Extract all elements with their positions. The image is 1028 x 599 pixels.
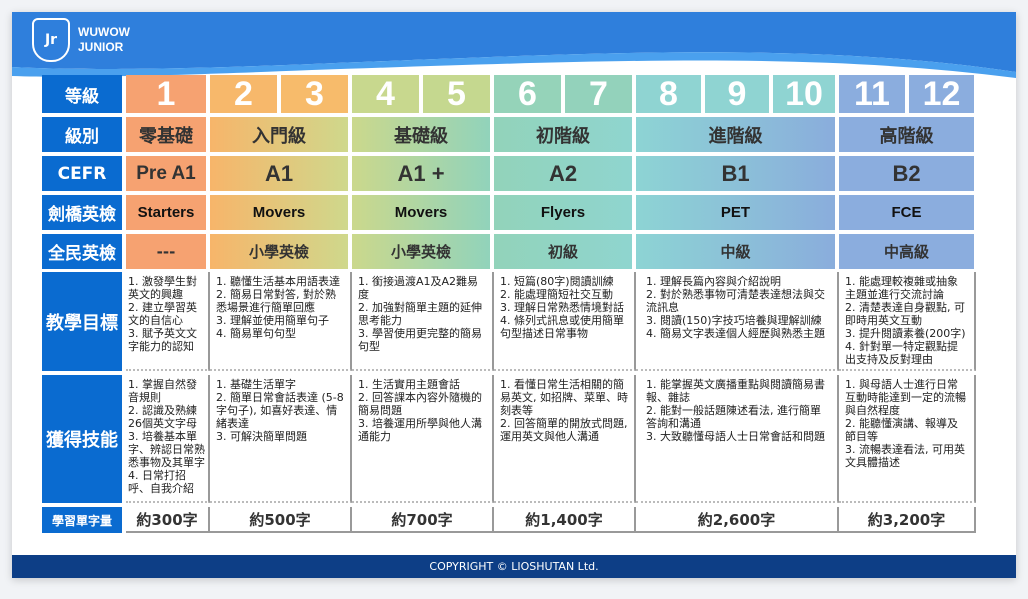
skills-cell: 1. 生活實用主題會話 2. 回答課本內容外隨機的簡易問題 3. 培養運用所學與…: [352, 375, 494, 503]
cambridge-cell: Flyers: [494, 195, 632, 230]
tier-cell: 進階級: [636, 117, 835, 152]
skills-cell: 1. 掌握自然發音規則 2. 認識及熟練26個英文字母 3. 培養基本單字、辨認…: [126, 375, 210, 503]
cefr-cell: A1 +: [352, 156, 490, 191]
cefr-cell: A2: [494, 156, 632, 191]
brand-line2: JUNIOR: [78, 40, 124, 54]
word-count-cell: 約700字: [352, 507, 494, 533]
goals-cell: 1. 短篇(80字)閱讀訓練 2. 能處理簡短社交互動 3. 理解日常熟悉情境對…: [494, 272, 636, 371]
tier-cell: 初階級: [494, 117, 632, 152]
level-8: 8: [636, 75, 701, 113]
level-3: 3: [281, 75, 348, 113]
shield-logo-icon: Jr: [32, 18, 70, 62]
gept-cell: 初級: [494, 234, 632, 269]
cambridge-cell: Movers: [210, 195, 348, 230]
cambridge-cell: PET: [636, 195, 835, 230]
footer-copyright: COPYRIGHT © LIOSHUTAN Ltd.: [12, 555, 1016, 578]
slide: Jr WUWOW JUNIOR 等級 1 2 3 4 5 6 7 8 9 10 1…: [12, 12, 1016, 578]
goals-cell: 1. 理解長篇內容與介紹說明 2. 對於熟悉事物可清楚表達想法與交流訊息 3. …: [636, 272, 839, 371]
gept-cell: ---: [126, 234, 206, 269]
logo: Jr WUWOW JUNIOR: [32, 18, 130, 62]
level-12: 12: [909, 75, 974, 113]
gept-cell: 中級: [636, 234, 835, 269]
word-count-cell: 約3,200字: [839, 507, 976, 533]
row-label-cefr: CEFR: [42, 156, 122, 191]
level-table: 等級 1 2 3 4 5 6 7 8 9 10 11 12: [42, 75, 974, 113]
cefr-cell: B1: [636, 156, 835, 191]
skills-cell: 1. 看懂日常生活相關的簡易英文, 如招牌、菜單、時刻表等 2. 回答簡單的開放…: [494, 375, 636, 503]
level-7: 7: [565, 75, 632, 113]
level-2: 2: [210, 75, 277, 113]
goals-cell: 1. 激發學生對英文的興趣 2. 建立學習英文的自信心 3. 賦予英文文字能力的…: [126, 272, 210, 371]
row-label-tier: 級別: [42, 117, 122, 152]
level-table-details: 教學目標 1. 激發學生對英文的興趣 2. 建立學習英文的自信心 3. 賦予英文…: [42, 272, 976, 533]
cambridge-cell: Movers: [352, 195, 490, 230]
gept-cell: 小學英檢: [210, 234, 348, 269]
tier-cell: 高階級: [839, 117, 974, 152]
level-1: 1: [126, 75, 206, 113]
word-count-cell: 約300字: [126, 507, 210, 533]
cambridge-cell: Starters: [126, 195, 206, 230]
goals-cell: 1. 聽懂生活基本用語表達 2. 簡易日常對答, 對於熟悉場景進行簡單回應 3.…: [210, 272, 352, 371]
row-label-gept: 全民英檢: [42, 234, 122, 269]
level-9: 9: [705, 75, 769, 113]
row-label-level: 等級: [42, 75, 122, 113]
gept-cell: 中高級: [839, 234, 974, 269]
level-4: 4: [352, 75, 419, 113]
skills-cell: 1. 與母語人士進行日常互動時能達到一定的流暢與自然程度 2. 能聽懂演講、報導…: [839, 375, 976, 503]
cefr-cell: B2: [839, 156, 974, 191]
word-count-cell: 約500字: [210, 507, 352, 533]
row-label-skills: 獲得技能: [42, 375, 122, 503]
level-5: 5: [423, 75, 490, 113]
level-11: 11: [839, 75, 905, 113]
brand-line1: WUWOW: [78, 25, 130, 39]
word-count-cell: 約1,400字: [494, 507, 636, 533]
level-10: 10: [773, 75, 835, 113]
cambridge-cell: FCE: [839, 195, 974, 230]
goals-cell: 1. 能處理較複雜或抽象主題並進行交流討論 2. 清楚表達自身觀點, 可即時用英…: [839, 272, 976, 371]
level-6: 6: [494, 75, 561, 113]
row-label-cambridge: 劍橋英檢: [42, 195, 122, 230]
goals-cell: 1. 銜接過渡A1及A2難易度 2. 加強對簡單主題的延伸思考能力 3. 學習使…: [352, 272, 494, 371]
cefr-cell: A1: [210, 156, 348, 191]
header-wave: [12, 12, 1016, 78]
row-label-goals: 教學目標: [42, 272, 122, 371]
gept-cell: 小學英檢: [352, 234, 490, 269]
tier-cell: 零基礎: [126, 117, 206, 152]
word-count-cell: 約2,600字: [636, 507, 839, 533]
skills-cell: 1. 能掌握英文廣播重點與閱讀簡易書報、雜誌 2. 能對一般話題陳述看法, 進行…: [636, 375, 839, 503]
skills-cell: 1. 基礎生活單字 2. 簡單日常會話表達 (5-8字句子), 如喜好表達、情緒…: [210, 375, 352, 503]
cefr-cell: Pre A1: [126, 156, 206, 191]
level-table-body: 級別 零基礎 入門級 基礎級 初階級 進階級 高階級 CEFR Pre A1 A…: [42, 117, 974, 269]
tier-cell: 基礎級: [352, 117, 490, 152]
row-label-words: 學習單字量: [42, 507, 122, 533]
tier-cell: 入門級: [210, 117, 348, 152]
